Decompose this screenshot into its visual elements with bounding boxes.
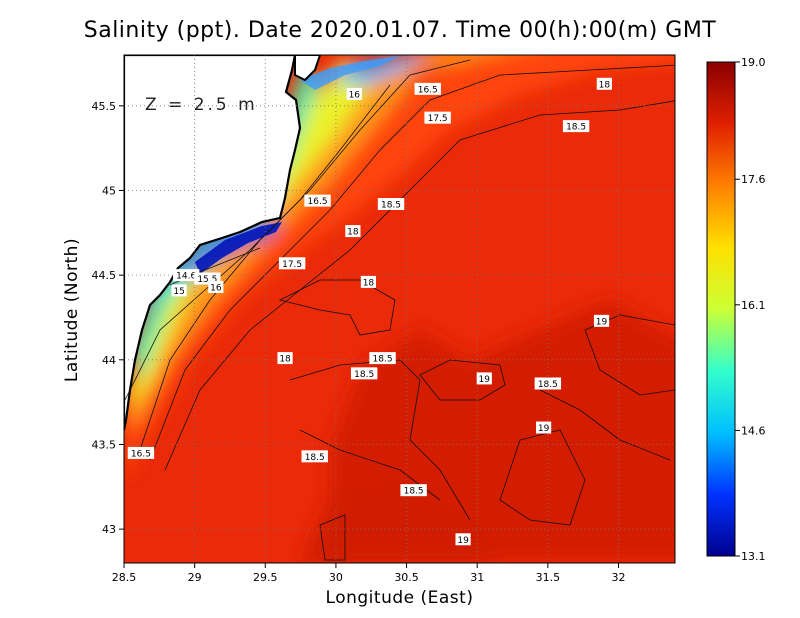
svg-text:18.5: 18.5 bbox=[538, 380, 558, 390]
svg-text:16.5: 16.5 bbox=[308, 197, 328, 207]
svg-text:18.5: 18.5 bbox=[566, 123, 586, 133]
contour-label: 18.5 bbox=[562, 120, 590, 133]
svg-text:18.5: 18.5 bbox=[305, 453, 325, 463]
colorbar-tick-label: 13.1 bbox=[741, 550, 766, 563]
x-axis-label: Longitude (East) bbox=[325, 588, 474, 608]
contour-label: 19 bbox=[593, 314, 610, 327]
y-axis-ticks: 43 43.5 44 44.5 45 45.5 bbox=[92, 100, 124, 536]
y-tick-label: 45.5 bbox=[92, 100, 117, 113]
x-tick-label: 30 bbox=[329, 571, 343, 584]
colorbar-tick-label: 16.1 bbox=[741, 299, 766, 312]
x-tick-label: 28.5 bbox=[112, 571, 137, 584]
contour-label: 19 bbox=[476, 372, 492, 385]
colorbar-tick-label: 17.6 bbox=[741, 173, 766, 186]
svg-text:15: 15 bbox=[173, 287, 184, 297]
contour-label: 19 bbox=[536, 421, 552, 434]
svg-text:18: 18 bbox=[279, 355, 291, 365]
y-tick-label: 43 bbox=[102, 523, 116, 536]
map-title: Salinity (ppt). Date 2020.01.07. Time 00… bbox=[83, 18, 717, 43]
contour-label: 17.5 bbox=[278, 257, 306, 270]
svg-text:19: 19 bbox=[596, 317, 608, 327]
contour-label: 16.5 bbox=[127, 446, 155, 459]
contour-label: 17.5 bbox=[424, 111, 451, 124]
contour-label: 14.6 bbox=[172, 269, 200, 282]
svg-text:19: 19 bbox=[457, 536, 469, 546]
contour-label: 16 bbox=[208, 280, 224, 293]
svg-text:18: 18 bbox=[599, 80, 611, 90]
x-tick-label: 31 bbox=[470, 571, 484, 584]
x-tick-label: 30.5 bbox=[394, 571, 419, 584]
contour-label: 18.5 bbox=[377, 198, 405, 211]
depth-label: Z = 2.5 m bbox=[145, 95, 258, 115]
contour-label: 16 bbox=[346, 87, 362, 100]
colorbar-tick-label: 14.6 bbox=[741, 424, 766, 437]
y-tick-label: 45 bbox=[102, 184, 116, 197]
svg-text:16: 16 bbox=[349, 90, 361, 100]
colorbar bbox=[706, 61, 736, 557]
svg-text:16.5: 16.5 bbox=[131, 449, 151, 459]
contour-label: 16.5 bbox=[414, 82, 441, 95]
x-tick-label: 29 bbox=[188, 571, 202, 584]
contour-label: 18 bbox=[360, 275, 377, 288]
svg-text:19: 19 bbox=[538, 424, 550, 434]
y-tick-label: 44 bbox=[102, 354, 116, 367]
colorbar-tick-label: 19.0 bbox=[741, 56, 766, 69]
svg-text:14.6: 14.6 bbox=[176, 272, 196, 282]
svg-text:18: 18 bbox=[363, 278, 375, 288]
contour-label: 18 bbox=[596, 77, 612, 90]
svg-text:17.5: 17.5 bbox=[428, 114, 448, 124]
x-tick-label: 29.5 bbox=[253, 571, 278, 584]
svg-text:18: 18 bbox=[347, 228, 359, 238]
x-axis-ticks: 28.5 29 29.5 30 30.5 31 31.5 32 bbox=[112, 563, 625, 584]
contour-label: 15 bbox=[171, 284, 187, 297]
y-tick-label: 43.5 bbox=[92, 438, 117, 451]
y-tick-label: 44.5 bbox=[92, 269, 117, 282]
contour-label: 19 bbox=[455, 533, 471, 546]
gridlines bbox=[124, 55, 675, 563]
contour-label: 18 bbox=[345, 225, 361, 238]
svg-text:19: 19 bbox=[479, 375, 491, 385]
svg-text:16.5: 16.5 bbox=[418, 85, 438, 95]
x-tick-label: 31.5 bbox=[536, 571, 561, 584]
contour-label: 18.5 bbox=[534, 377, 562, 390]
svg-text:18.5: 18.5 bbox=[354, 370, 374, 380]
contour-label: 18.5 bbox=[301, 450, 328, 463]
plot-frame bbox=[123, 54, 676, 564]
colorbar-ticks: 19.0 17.6 16.1 14.6 13.1 bbox=[735, 56, 766, 563]
contour-label: 18.5 bbox=[350, 367, 378, 380]
contour-label: 18.5 bbox=[369, 352, 396, 365]
svg-text:18.5: 18.5 bbox=[381, 201, 401, 211]
svg-text:18.5: 18.5 bbox=[404, 487, 424, 497]
x-tick-label: 32 bbox=[611, 571, 625, 584]
contour-label: 18 bbox=[277, 352, 293, 365]
contour-label: 18.5 bbox=[400, 484, 427, 497]
svg-text:16: 16 bbox=[210, 283, 222, 293]
coastline-land bbox=[124, 55, 302, 431]
svg-text:15.5: 15.5 bbox=[197, 275, 217, 285]
salinity-field bbox=[124, 55, 675, 563]
svg-text:18.5: 18.5 bbox=[373, 355, 393, 365]
contour-label: 16.5 bbox=[304, 194, 331, 207]
svg-text:17.5: 17.5 bbox=[282, 260, 302, 270]
